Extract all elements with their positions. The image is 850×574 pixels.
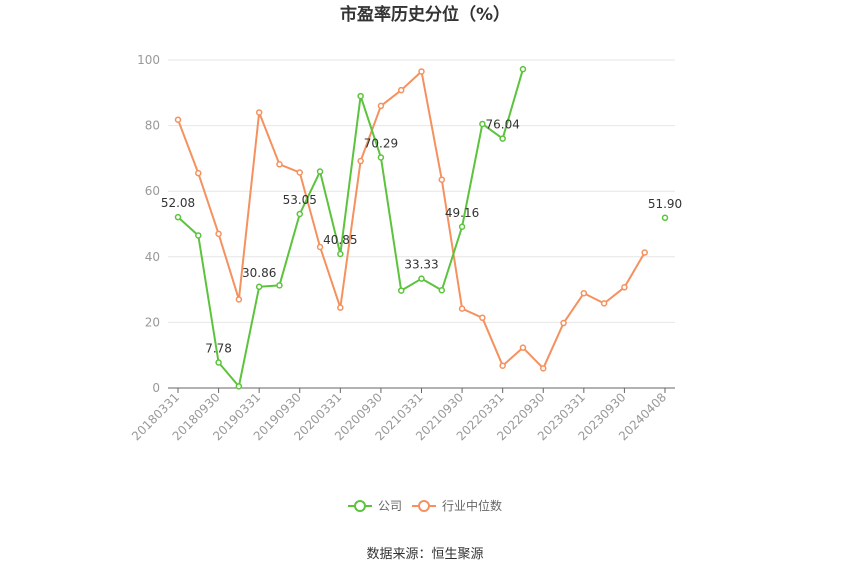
data-point[interactable] bbox=[458, 305, 466, 312]
data-point[interactable] bbox=[276, 282, 283, 289]
y-tick-label: 0 bbox=[152, 381, 160, 395]
data-point[interactable] bbox=[195, 232, 202, 239]
legend-item-0[interactable]: 公司 bbox=[348, 499, 402, 513]
y-tick-label: 20 bbox=[145, 315, 160, 329]
y-axis-ticks: 0 20 40 60 80 100 bbox=[137, 53, 160, 395]
data-labels: 52.08 7.78 30.86 53.05 40.85 70.29 33.33 49.16 7… bbox=[161, 118, 682, 356]
chart-title: 市盈率历史分位（%） bbox=[340, 4, 510, 25]
data-point[interactable] bbox=[519, 65, 527, 73]
y-tick-label: 100 bbox=[137, 53, 160, 67]
data-label: 70.29 bbox=[364, 136, 398, 150]
data-point[interactable] bbox=[438, 176, 446, 183]
data-point[interactable] bbox=[377, 102, 385, 110]
data-point[interactable] bbox=[438, 287, 446, 294]
y-tick-label: 60 bbox=[145, 184, 160, 198]
data-point[interactable] bbox=[661, 214, 669, 222]
legend-item-1[interactable]: 行业中位数 bbox=[412, 498, 502, 513]
data-point[interactable] bbox=[519, 344, 527, 351]
data-label: 30.86 bbox=[242, 266, 276, 280]
data-point[interactable] bbox=[235, 296, 243, 303]
data-point[interactable] bbox=[215, 230, 222, 238]
data-label: 33.33 bbox=[404, 258, 438, 272]
series-line bbox=[177, 70, 646, 370]
series-1 bbox=[174, 68, 648, 372]
data-label: 53.05 bbox=[283, 193, 317, 207]
data-point[interactable] bbox=[621, 284, 628, 291]
legend-marker bbox=[418, 500, 430, 512]
data-label: 52.08 bbox=[161, 196, 195, 210]
data-point[interactable] bbox=[540, 365, 547, 372]
data-point[interactable] bbox=[397, 287, 405, 294]
data-point[interactable] bbox=[580, 289, 588, 297]
legend[interactable]: 公司 行业中位数 bbox=[348, 498, 502, 513]
series-layer bbox=[174, 65, 669, 390]
x-axis: 2018033120180930201903312019093020200331… bbox=[129, 387, 675, 443]
data-point[interactable] bbox=[418, 275, 425, 282]
source-note: 数据来源：恒生聚源 bbox=[366, 547, 483, 562]
legend-marker bbox=[354, 500, 366, 512]
data-label: 49.16 bbox=[445, 206, 479, 220]
data-point[interactable] bbox=[215, 359, 222, 366]
data-point[interactable] bbox=[357, 92, 364, 100]
data-point[interactable] bbox=[418, 68, 425, 75]
data-point[interactable] bbox=[255, 109, 263, 116]
data-point[interactable] bbox=[316, 168, 324, 175]
data-point[interactable] bbox=[235, 383, 243, 390]
data-label: 40.85 bbox=[323, 233, 357, 247]
legend-label: 公司 bbox=[378, 499, 402, 513]
data-point[interactable] bbox=[377, 154, 385, 161]
data-point[interactable] bbox=[337, 250, 344, 258]
data-point[interactable] bbox=[296, 169, 303, 176]
legend-label: 行业中位数 bbox=[442, 498, 502, 513]
data-point[interactable] bbox=[499, 362, 506, 369]
data-point[interactable] bbox=[316, 243, 324, 251]
data-point[interactable] bbox=[397, 86, 405, 94]
data-label: 7.78 bbox=[205, 341, 232, 355]
series-0 bbox=[174, 65, 669, 390]
data-point[interactable] bbox=[499, 135, 506, 142]
series-line bbox=[177, 68, 524, 388]
data-point[interactable] bbox=[174, 213, 182, 221]
data-label: 76.04 bbox=[485, 118, 519, 132]
y-tick-label: 80 bbox=[145, 119, 160, 133]
data-point[interactable] bbox=[357, 157, 364, 165]
y-tick-label: 40 bbox=[145, 250, 160, 264]
data-point[interactable] bbox=[337, 304, 344, 311]
data-point[interactable] bbox=[641, 249, 648, 256]
data-point[interactable] bbox=[560, 319, 567, 327]
data-point[interactable] bbox=[195, 169, 202, 177]
data-point[interactable] bbox=[255, 283, 263, 291]
data-point[interactable] bbox=[479, 314, 486, 322]
grid-lines bbox=[168, 59, 675, 323]
data-point[interactable] bbox=[276, 161, 283, 168]
data-point[interactable] bbox=[600, 300, 608, 307]
data-point[interactable] bbox=[174, 116, 182, 123]
data-label: 51.90 bbox=[648, 197, 682, 211]
data-point[interactable] bbox=[458, 223, 466, 231]
data-point[interactable] bbox=[296, 210, 303, 218]
data-point[interactable] bbox=[479, 120, 486, 128]
